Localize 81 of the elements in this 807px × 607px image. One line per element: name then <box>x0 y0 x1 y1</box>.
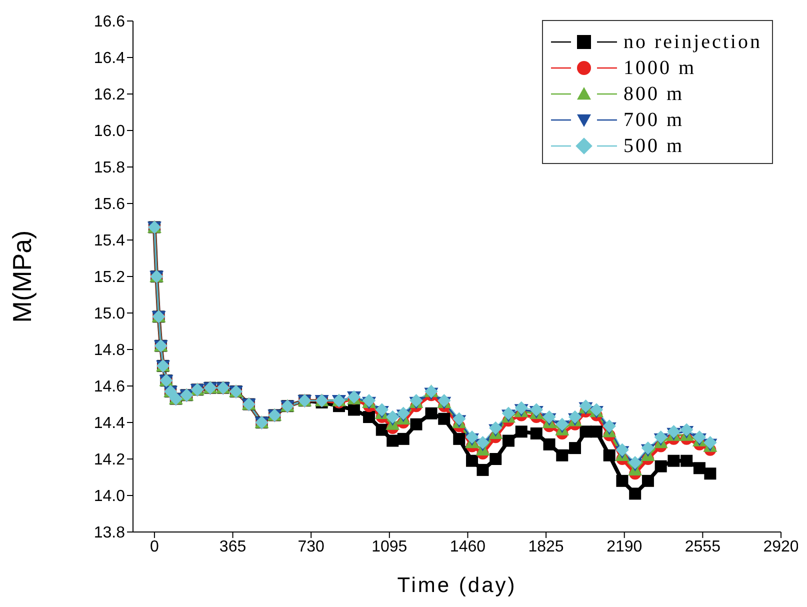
point <box>530 427 542 440</box>
point <box>490 453 502 465</box>
point <box>348 404 360 416</box>
point <box>515 426 528 438</box>
point <box>476 436 490 450</box>
x-axis-title: Time (day) <box>397 574 517 597</box>
y-tick-label: 14.0 <box>94 488 126 506</box>
point <box>693 462 706 474</box>
y-axis-title: M(MPa) <box>7 230 38 323</box>
point <box>667 425 680 438</box>
point <box>602 420 616 433</box>
point <box>616 474 628 487</box>
x-tick-label: 1095 <box>372 538 408 556</box>
point <box>396 406 410 420</box>
y-tick-label: 14.8 <box>94 342 126 360</box>
y-tick-label: 14.2 <box>94 452 126 469</box>
y-tick-label: 16.0 <box>94 123 126 140</box>
point <box>466 454 478 467</box>
point <box>680 423 694 436</box>
point <box>654 430 668 444</box>
point <box>530 403 543 416</box>
point <box>556 418 569 431</box>
point <box>476 464 489 476</box>
point <box>680 454 693 467</box>
point <box>502 434 514 447</box>
point <box>603 449 616 462</box>
x-tick-label: 365 <box>219 538 246 556</box>
point <box>569 442 582 454</box>
x-tick-label: 2920 <box>763 538 799 556</box>
y-tick-label: 15.2 <box>94 269 126 286</box>
y-tick-label: 16.6 <box>94 14 126 31</box>
point <box>642 474 654 487</box>
x-tick-label: 0 <box>150 538 160 556</box>
point <box>668 454 680 467</box>
point <box>556 449 568 462</box>
y-tick-label: 16.2 <box>94 86 126 104</box>
point <box>425 407 438 420</box>
legend-label: 1000 m <box>623 56 696 80</box>
point <box>376 424 388 436</box>
legend-label: 700 m <box>623 108 684 132</box>
point <box>410 418 422 430</box>
point <box>452 412 466 426</box>
point <box>543 438 556 450</box>
y-tick-label: 16.4 <box>94 50 126 68</box>
y-tick-label: 14.6 <box>94 378 126 396</box>
y-tick-label: 15.4 <box>94 232 126 250</box>
point <box>397 432 410 445</box>
legend-label: no reinjection <box>623 30 762 54</box>
x-tick-label: 2190 <box>606 538 642 556</box>
y-tick-label: 13.8 <box>94 524 126 542</box>
x-tick-label: 1460 <box>450 538 486 556</box>
point <box>542 410 556 424</box>
point <box>375 403 388 416</box>
point <box>386 410 400 424</box>
y-tick-label: 14.4 <box>94 415 126 432</box>
point <box>489 421 502 435</box>
legend-label: 500 m <box>623 134 684 158</box>
point <box>654 460 667 472</box>
legend-label: 800 m <box>623 82 684 106</box>
y-tick-label: 15.0 <box>94 306 126 323</box>
point <box>641 441 655 455</box>
point <box>514 401 528 414</box>
point <box>453 432 466 445</box>
point <box>386 434 399 447</box>
point <box>692 430 706 444</box>
point <box>568 410 582 424</box>
point <box>704 436 717 450</box>
point <box>704 468 716 480</box>
point <box>363 411 376 424</box>
point <box>465 430 479 444</box>
point <box>629 488 642 500</box>
point <box>438 412 450 425</box>
point <box>616 443 629 456</box>
y-tick-label: 15.8 <box>94 160 126 177</box>
point <box>628 456 642 470</box>
point <box>590 426 602 438</box>
x-tick-label: 730 <box>298 538 325 556</box>
x-tick-label: 2555 <box>684 538 721 556</box>
y-tick-label: 15.6 <box>94 196 126 214</box>
x-tick-label: 1825 <box>528 538 564 556</box>
point <box>502 406 516 420</box>
